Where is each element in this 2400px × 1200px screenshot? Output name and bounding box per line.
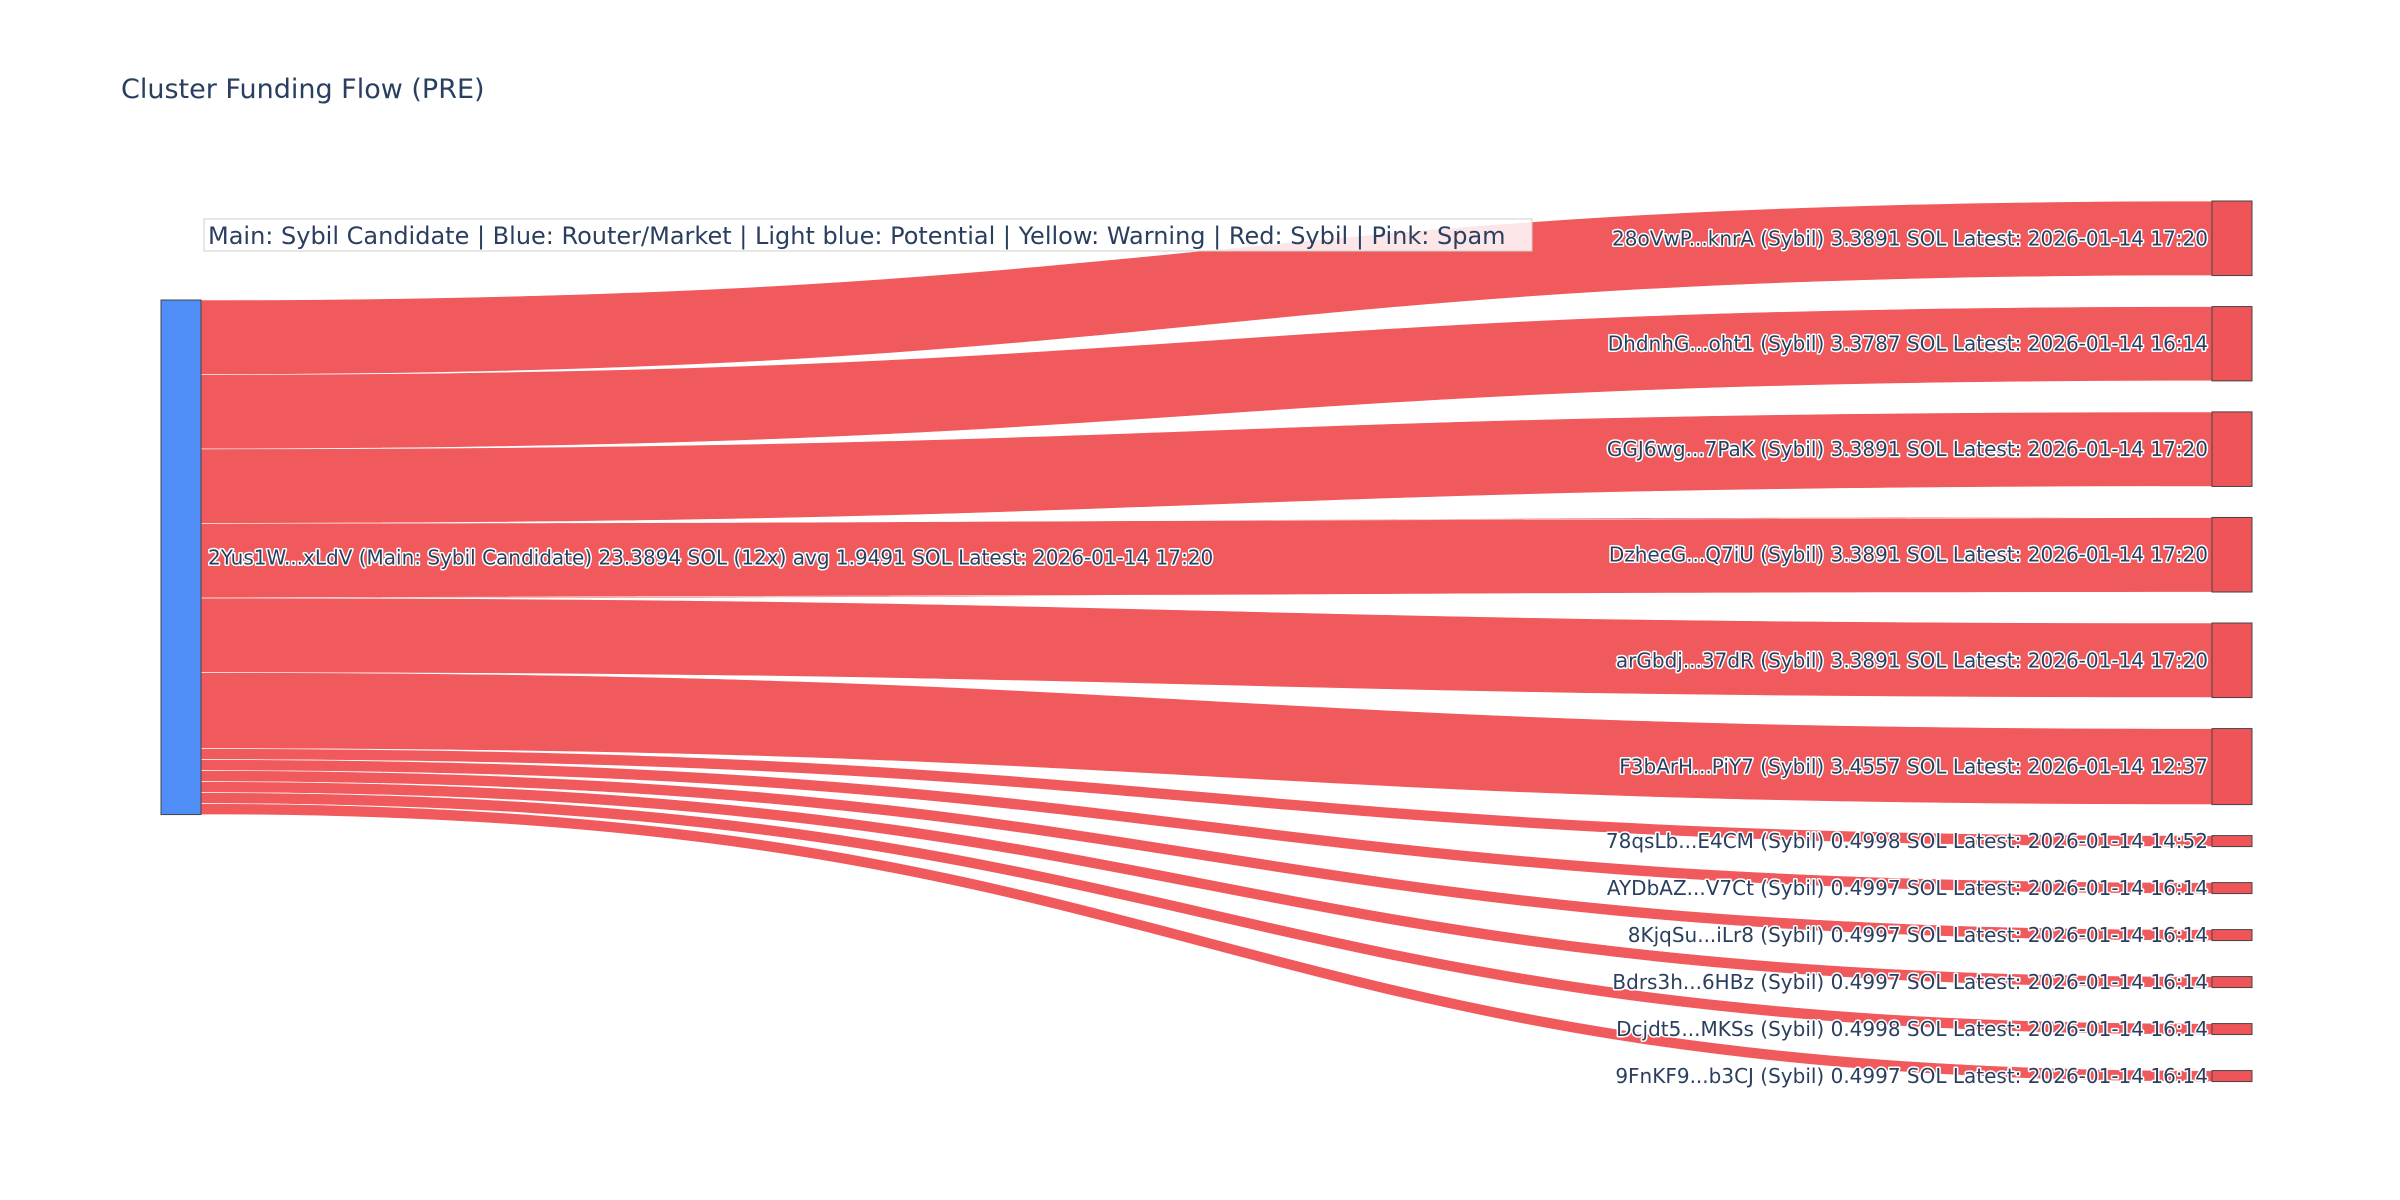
links-layer xyxy=(200,200,2213,1082)
nodes-layer xyxy=(160,200,2253,1083)
target-node-8[interactable] xyxy=(2211,929,2253,942)
target-node-label-0: 28oVwP...knrA (Sybil) 3.3891 SOL Latest:… xyxy=(1612,226,2208,250)
target-node-5[interactable] xyxy=(2211,728,2253,806)
target-node-label-8: 8KjqSu...iLr8 (Sybil) 0.4997 SOL Latest:… xyxy=(1628,923,2208,947)
annotation-text: Main: Sybil Candidate | Blue: Router/Mar… xyxy=(208,222,1506,250)
target-node-label-9: Bdrs3h...6HBz (Sybil) 0.4997 SOL Latest:… xyxy=(1612,970,2208,994)
target-node-label-5: F3bArH...PiY7 (Sybil) 3.4557 SOL Latest:… xyxy=(1619,755,2208,779)
target-node-6[interactable] xyxy=(2211,835,2253,848)
chart-title: Cluster Funding Flow (PRE) xyxy=(121,74,485,105)
target-node-label-2: GGJ6wg...7PaK (Sybil) 3.3891 SOL Latest:… xyxy=(1607,437,2208,461)
labels-layer: 28oVwP...knrA (Sybil) 3.3891 SOL Latest:… xyxy=(207,225,2210,1090)
target-node-1[interactable] xyxy=(2211,306,2253,382)
target-node-label-11: 9FnKF9...b3CJ (Sybil) 0.4997 SOL Latest:… xyxy=(1615,1064,2208,1088)
target-node-7[interactable] xyxy=(2211,882,2253,895)
target-node-2[interactable] xyxy=(2211,411,2253,487)
target-node-label-6: 78qsLb...E4CM (Sybil) 0.4998 SOL Latest:… xyxy=(1606,829,2208,853)
target-node-label-3: DzhecG...Q7iU (Sybil) 3.3891 SOL Latest:… xyxy=(1609,543,2208,567)
target-node-label-1: DhdnhG...oht1 (Sybil) 3.3787 SOL Latest:… xyxy=(1608,332,2208,356)
source-node-label: 2Yus1W...xLdV (Main: Sybil Candidate) 23… xyxy=(208,545,1213,569)
target-node-3[interactable] xyxy=(2211,516,2253,593)
source-node[interactable] xyxy=(160,299,202,816)
target-node-10[interactable] xyxy=(2211,1023,2253,1036)
target-node-label-10: Dcjdt5...MKSs (Sybil) 0.4998 SOL Latest:… xyxy=(1616,1017,2208,1041)
target-node-11[interactable] xyxy=(2211,1070,2253,1083)
target-node-9[interactable] xyxy=(2211,976,2253,989)
target-node-4[interactable] xyxy=(2211,622,2253,699)
target-node-label-7: AYDbAZ...V7Ct (Sybil) 0.4997 SOL Latest:… xyxy=(1607,876,2208,900)
target-node-0[interactable] xyxy=(2211,200,2253,277)
legend-annotation: Main: Sybil Candidate | Blue: Router/Mar… xyxy=(203,218,1533,252)
annotation-box xyxy=(203,218,1533,252)
target-node-label-4: arGbdj...37dR (Sybil) 3.3891 SOL Latest:… xyxy=(1616,648,2208,672)
